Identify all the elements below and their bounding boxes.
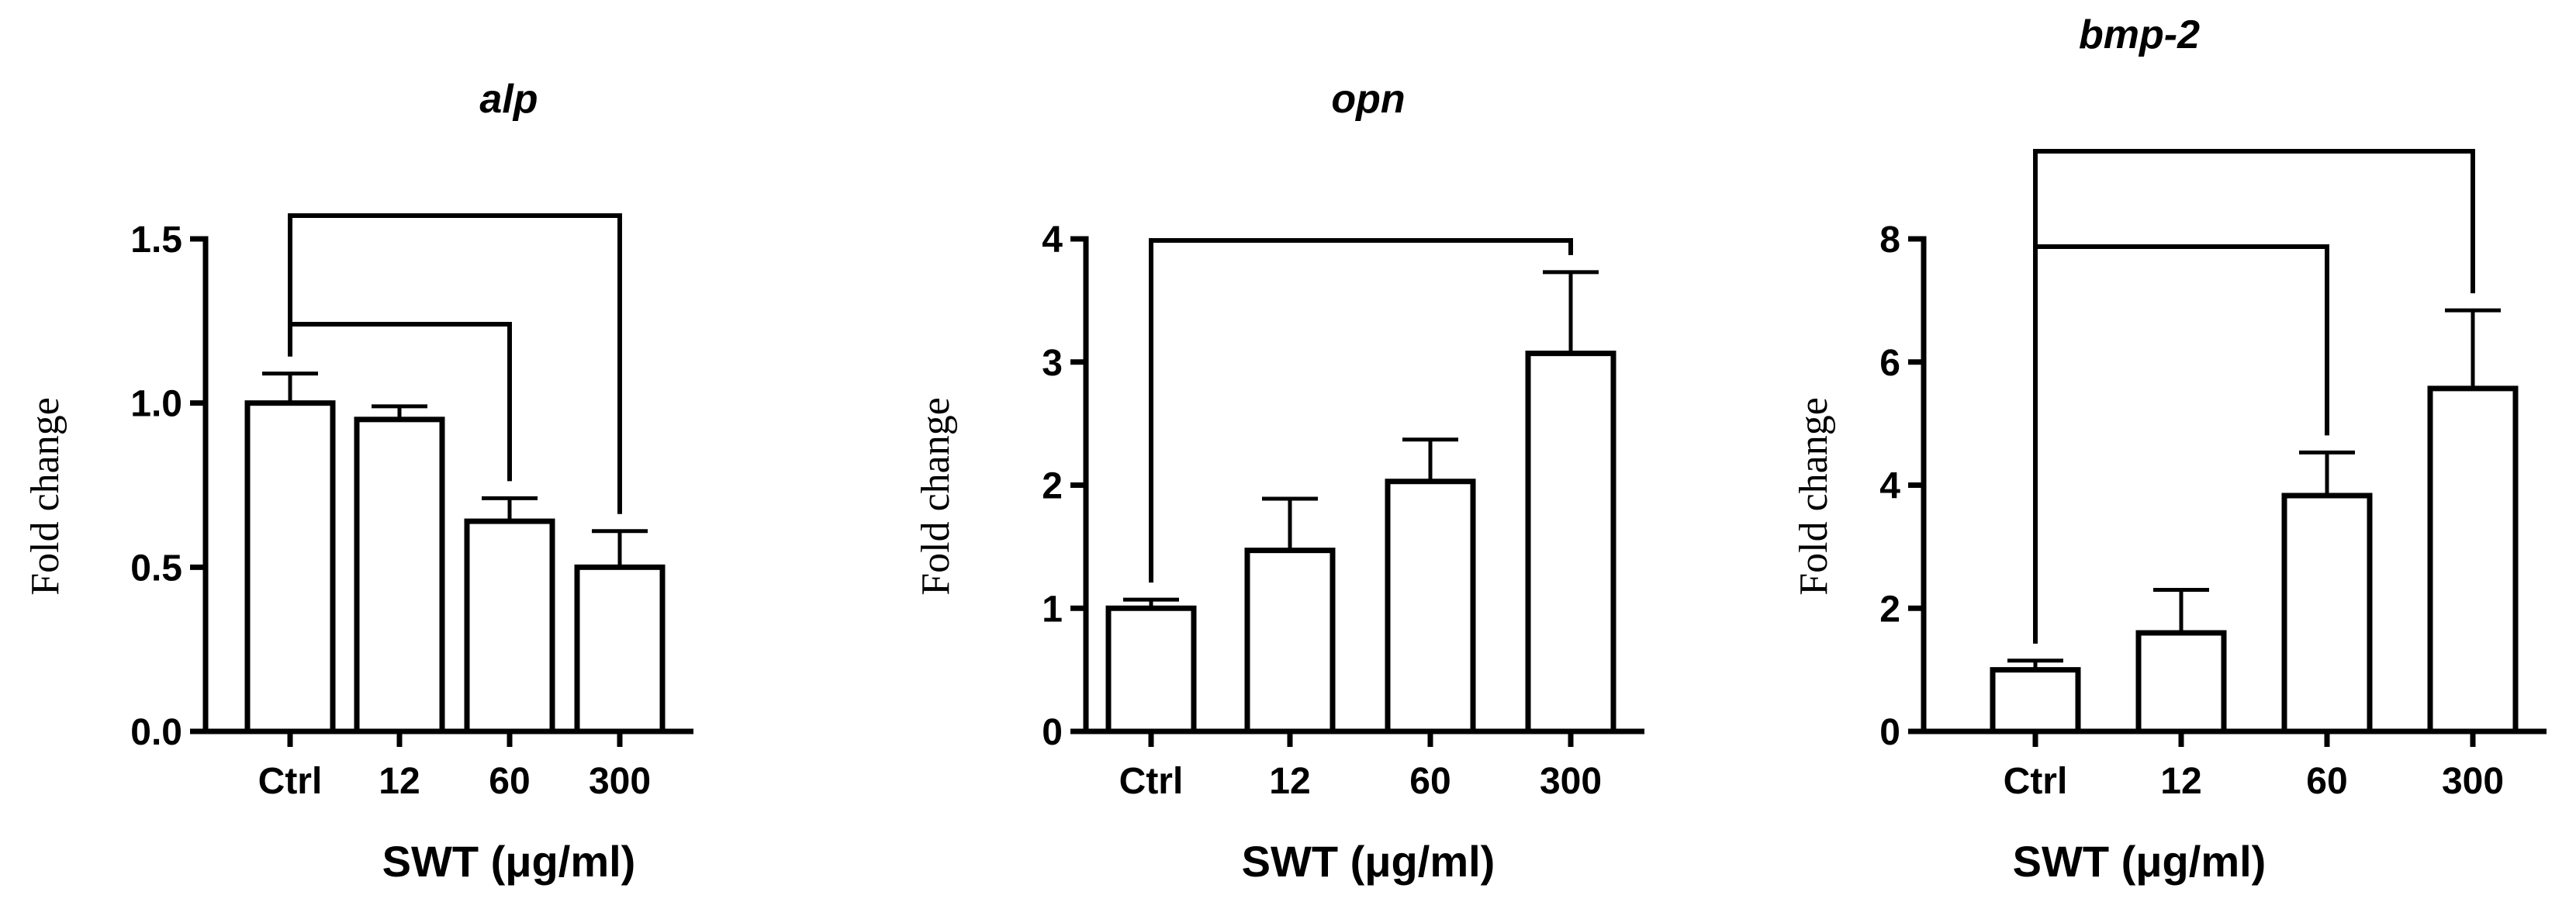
x-tick-label: Ctrl [1119,761,1184,802]
bar [2135,630,2227,734]
y-tick-label: 0 [1042,712,1063,753]
x-tick-label: 300 [1540,761,1602,802]
y-tick-label: 1.5 [130,219,182,261]
y-tick-label: 6 [1879,343,1900,384]
x-tick-label: 12 [379,761,420,802]
bar [1525,351,1616,734]
x-axis-label: SWT (μg/ml) [2013,837,2267,886]
y-axis-label: Fold change [914,397,958,596]
bar [574,564,666,734]
y-tick-label: 8 [1879,219,1900,261]
significance-bracket [1149,238,1573,583]
x-axis-label: SWT (μg/ml) [1242,837,1495,886]
x-axis-label: SWT (μg/ml) [382,837,636,886]
bar [464,518,555,734]
bar [354,416,445,734]
y-tick-label: 2 [1879,589,1900,630]
y-tick-label: 0.0 [130,712,182,753]
y-tick-label: 1 [1042,589,1063,630]
bar [244,400,336,734]
bar [1244,548,1336,734]
y-tick-label: 4 [1042,219,1063,261]
chart-title: opn [1331,77,1405,122]
significance-bracket [288,213,622,514]
y-tick-label: 3 [1042,343,1063,384]
x-tick-label: 60 [1409,761,1451,802]
x-tick-label: Ctrl [2004,761,2068,802]
x-tick-label: 60 [489,761,530,802]
x-tick-label: 60 [2306,761,2347,802]
x-tick-label: 300 [589,761,651,802]
significance-bracket [2033,149,2475,644]
bar [1385,479,1476,734]
y-tick-label: 1.0 [130,384,182,425]
y-axis-label: Fold change [1792,397,1836,596]
y-tick-label: 0 [1879,712,1900,753]
y-tick-label: 4 [1879,466,1900,507]
chart-title: alp [479,77,538,122]
bar [1990,667,2081,734]
panel-bmp-2: bmp-2 Fold change SWT (μg/ml) 0 2 4 6 8 Ctrl 1… [1792,12,2547,886]
x-tick-label: Ctrl [258,761,323,802]
x-tick-label: 12 [2160,761,2201,802]
x-tick-label: 12 [1269,761,1310,802]
bar [2281,493,2373,734]
plot-area: 0.0 0.5 1.0 1.5 Ctrl 12 60 300 [130,213,693,802]
y-axis-label: Fold change [23,397,67,596]
bar [1105,605,1197,734]
x-tick-label: 300 [2442,761,2504,802]
bar [2427,385,2519,734]
plot-area: 0 2 4 6 8 Ctrl 12 60 300 [1879,149,2547,802]
y-tick-label: 2 [1042,466,1063,507]
y-tick-label: 0.5 [130,548,182,589]
chart-title: bmp-2 [2079,12,2200,57]
panel-alp: alp Fold change SWT (μg/ml) 0.0 0.5 1.0 1.5… [23,77,693,886]
